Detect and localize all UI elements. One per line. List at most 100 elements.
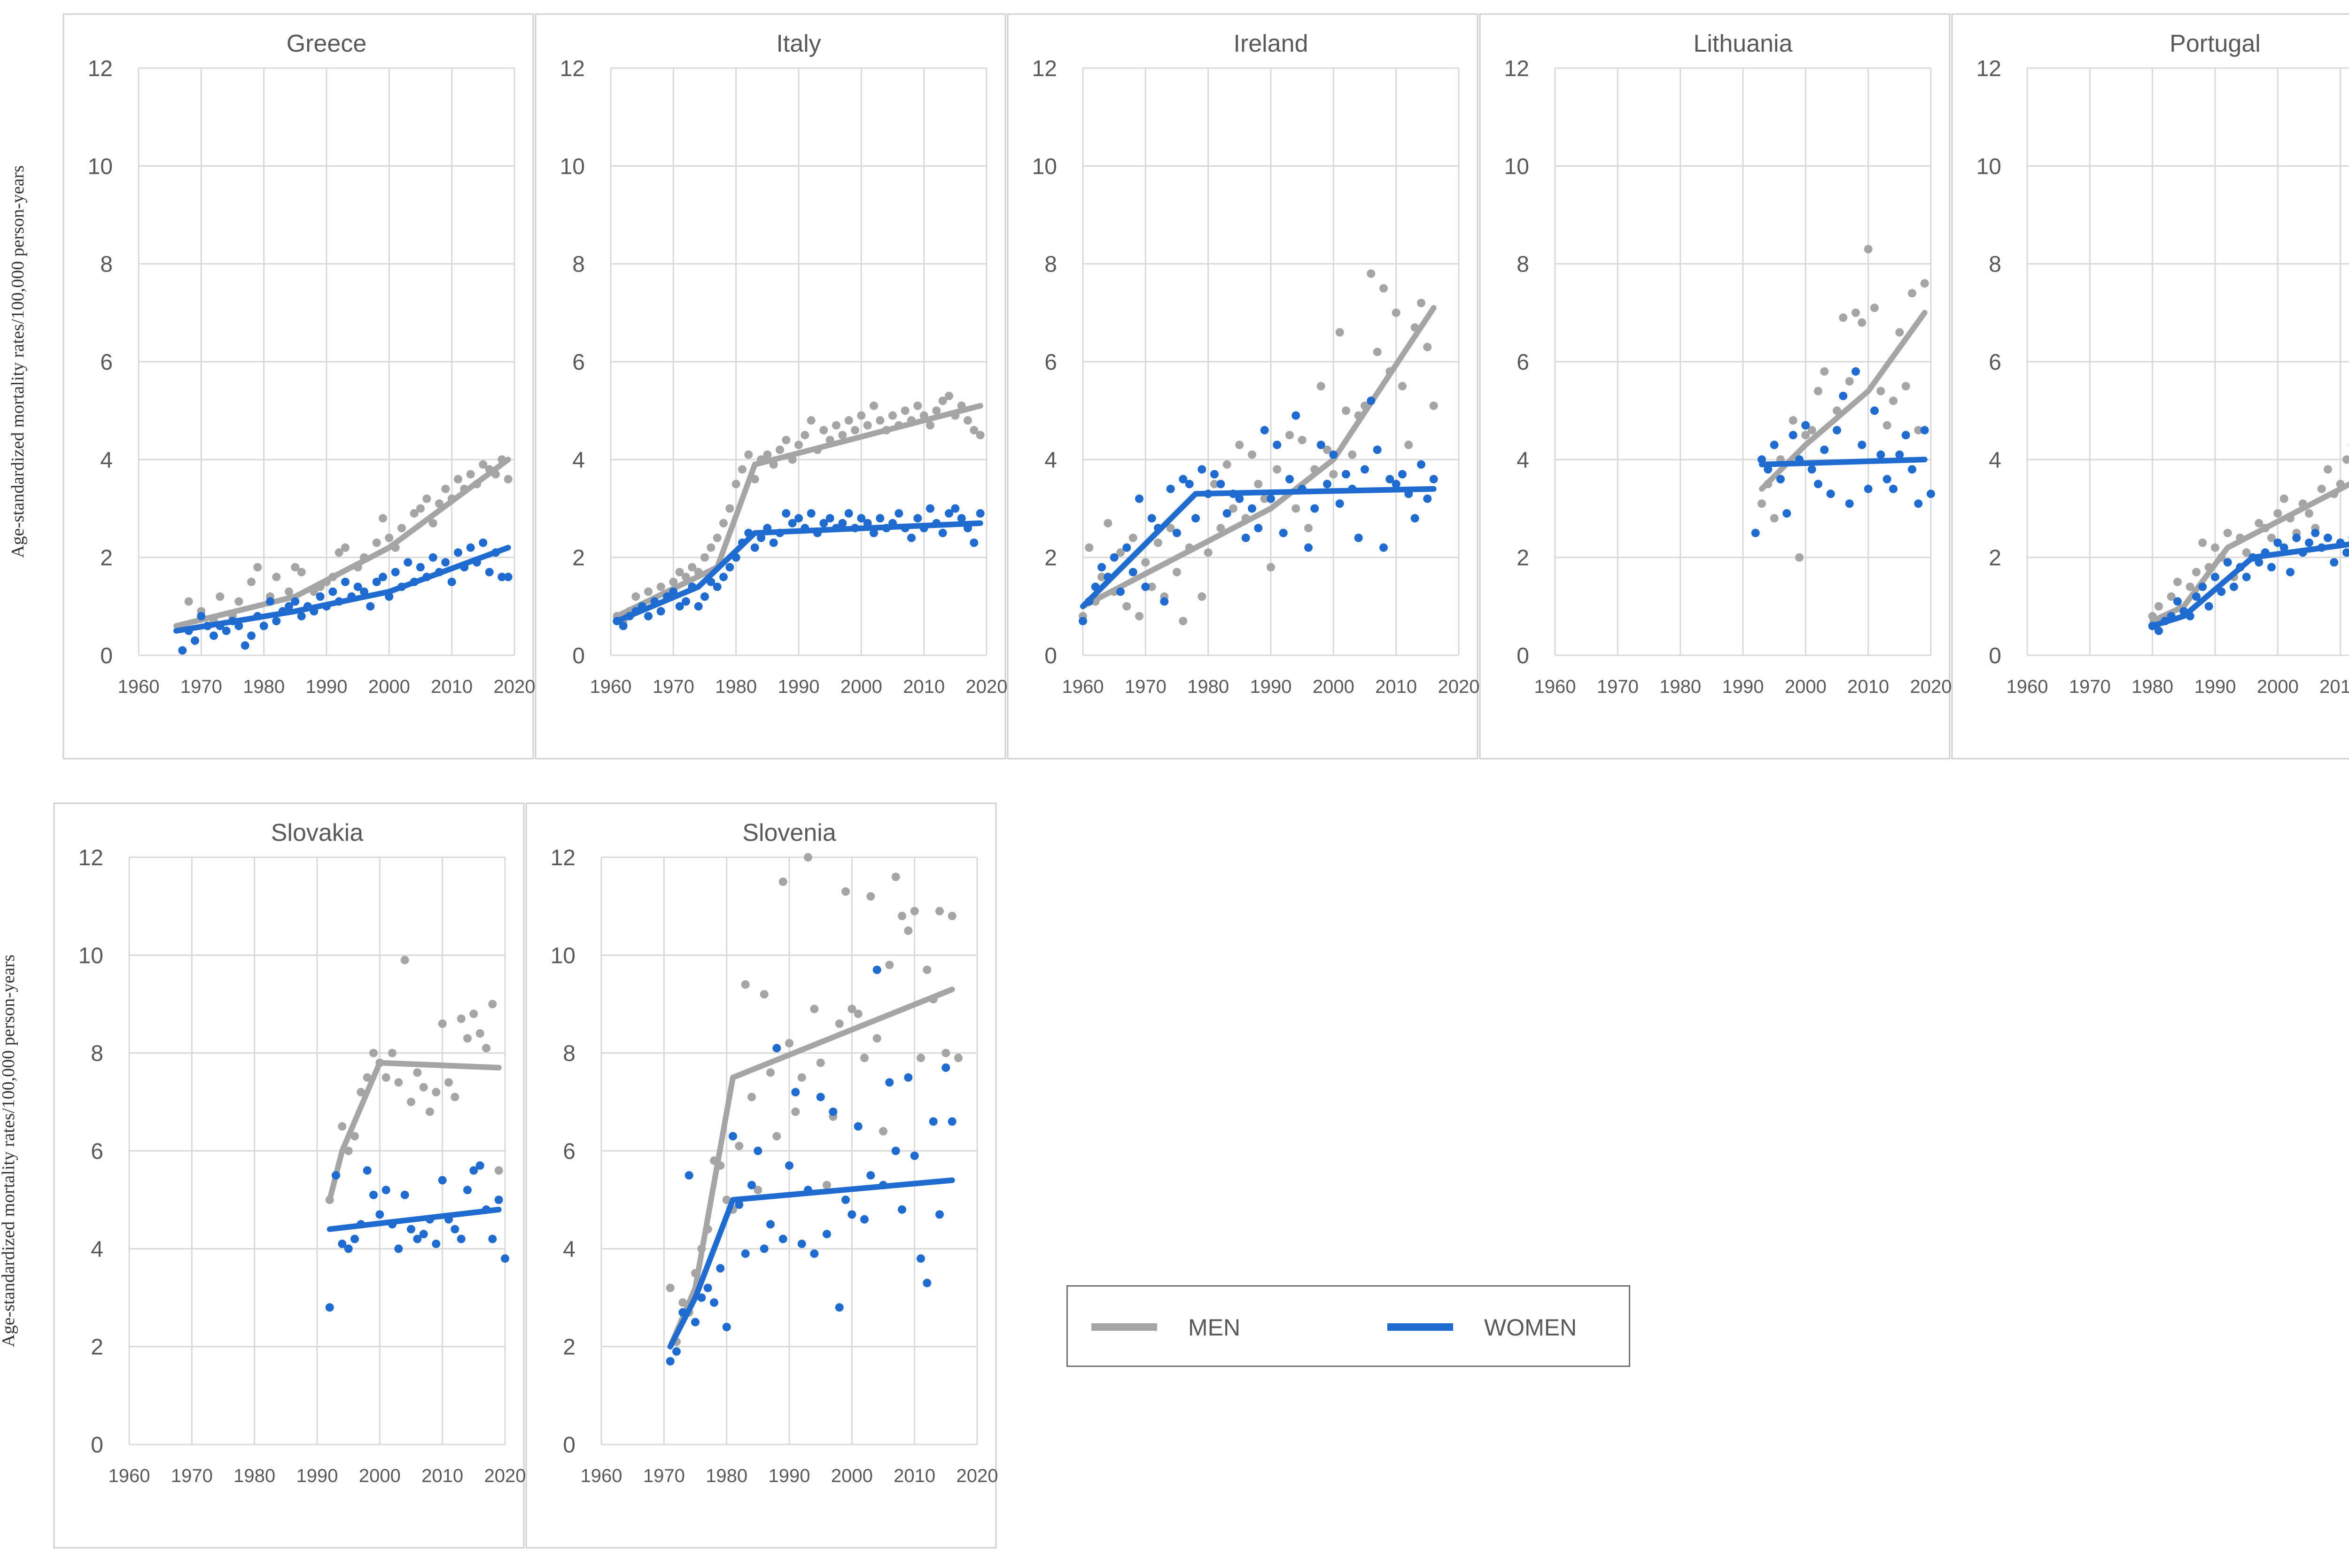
- men-point: [1920, 279, 1929, 288]
- men-point: [338, 1122, 347, 1131]
- y-tick-label: 6: [1044, 350, 1057, 375]
- men-point: [463, 1034, 472, 1043]
- men-point: [851, 426, 859, 435]
- y-tick-label: 4: [91, 1237, 103, 1262]
- x-tick-label: 2000: [1313, 676, 1354, 697]
- men-point: [841, 887, 850, 896]
- men-point: [444, 1078, 453, 1087]
- men-point: [964, 416, 972, 425]
- men-point: [738, 465, 747, 474]
- x-tick-label: 1990: [2194, 676, 2236, 697]
- women-point: [1179, 475, 1188, 483]
- women-point: [1876, 450, 1885, 459]
- men-point: [2198, 538, 2207, 547]
- men-point: [407, 1097, 415, 1106]
- men-point: [1851, 308, 1860, 317]
- women-point: [1776, 475, 1785, 483]
- men-trend-line: [1080, 305, 1437, 609]
- women-point: [722, 1323, 731, 1331]
- women-point: [457, 1234, 466, 1243]
- men-point: [866, 892, 875, 901]
- men-point: [1222, 460, 1231, 469]
- y-tick-label: 4: [1044, 448, 1057, 473]
- women-point: [341, 577, 350, 586]
- x-tick-label: 2020: [494, 676, 536, 697]
- men-point: [872, 1034, 881, 1043]
- y-tick-label: 10: [1032, 154, 1057, 179]
- women-point: [259, 621, 268, 630]
- men-point: [454, 475, 462, 483]
- women-point: [454, 548, 462, 557]
- women-point: [366, 602, 375, 611]
- men-point: [976, 431, 985, 440]
- women-point: [379, 573, 387, 582]
- women-point: [1870, 406, 1879, 415]
- women-point: [1851, 367, 1860, 376]
- men-point: [913, 401, 922, 410]
- women-point: [1908, 465, 1916, 474]
- women-point: [222, 626, 231, 635]
- men-point: [1901, 382, 1910, 391]
- women-point: [353, 582, 362, 591]
- women-point: [848, 1210, 856, 1219]
- y-tick-label: 4: [572, 448, 585, 473]
- men-point: [917, 1054, 925, 1063]
- men-point: [719, 519, 728, 528]
- men-point: [1273, 465, 1282, 474]
- y-tick-label: 8: [1517, 252, 1529, 277]
- panel-frame: [535, 13, 1006, 760]
- men-point: [1342, 406, 1350, 415]
- women-point: [419, 1230, 428, 1239]
- y-tick-label: 0: [1044, 644, 1057, 668]
- x-tick-label: 2000: [2257, 676, 2299, 697]
- women-point: [1392, 480, 1400, 489]
- men-point: [848, 1004, 856, 1013]
- women-point: [1323, 480, 1331, 489]
- women-point: [1254, 524, 1263, 533]
- men-point: [285, 587, 293, 596]
- women-point: [466, 543, 475, 552]
- men-point: [504, 475, 513, 483]
- women-point: [666, 1357, 675, 1366]
- men-point: [1379, 284, 1388, 293]
- women-point: [819, 519, 828, 528]
- men-point: [1128, 534, 1137, 542]
- women-point: [247, 631, 256, 640]
- men-point: [419, 1083, 428, 1092]
- men-point: [1173, 567, 1181, 576]
- women-point: [913, 514, 922, 523]
- men-point: [666, 1283, 675, 1292]
- men-point: [1204, 548, 1213, 557]
- men-point: [782, 435, 791, 444]
- women-point: [872, 965, 881, 974]
- women-point: [1222, 509, 1231, 518]
- men-point: [857, 411, 866, 420]
- men-point: [1122, 602, 1131, 611]
- men-point: [466, 470, 475, 479]
- men-point: [725, 504, 734, 513]
- men-point: [778, 877, 787, 886]
- men-point: [2192, 567, 2201, 576]
- women-point: [1801, 421, 1810, 430]
- women-point: [375, 1210, 384, 1219]
- women-point: [1116, 587, 1125, 596]
- x-tick-label: 1970: [171, 1466, 213, 1486]
- men-point: [810, 1004, 819, 1013]
- women-point: [266, 597, 274, 606]
- women-point: [2211, 573, 2219, 582]
- x-tick-label: 1960: [118, 676, 160, 697]
- men-point: [1291, 504, 1300, 513]
- men-point: [1166, 524, 1175, 533]
- men-point: [416, 504, 425, 513]
- men-point: [1335, 328, 1344, 337]
- women-point: [1273, 441, 1282, 450]
- women-point: [1285, 475, 1294, 483]
- men-point: [1423, 342, 1432, 351]
- panel-frame: [1951, 13, 2349, 760]
- women-point: [857, 514, 866, 523]
- women-point: [2204, 602, 2213, 611]
- men-point: [879, 1127, 887, 1136]
- y-tick-label: 4: [1989, 448, 2001, 473]
- women-point: [710, 1298, 718, 1307]
- men-point: [631, 592, 640, 601]
